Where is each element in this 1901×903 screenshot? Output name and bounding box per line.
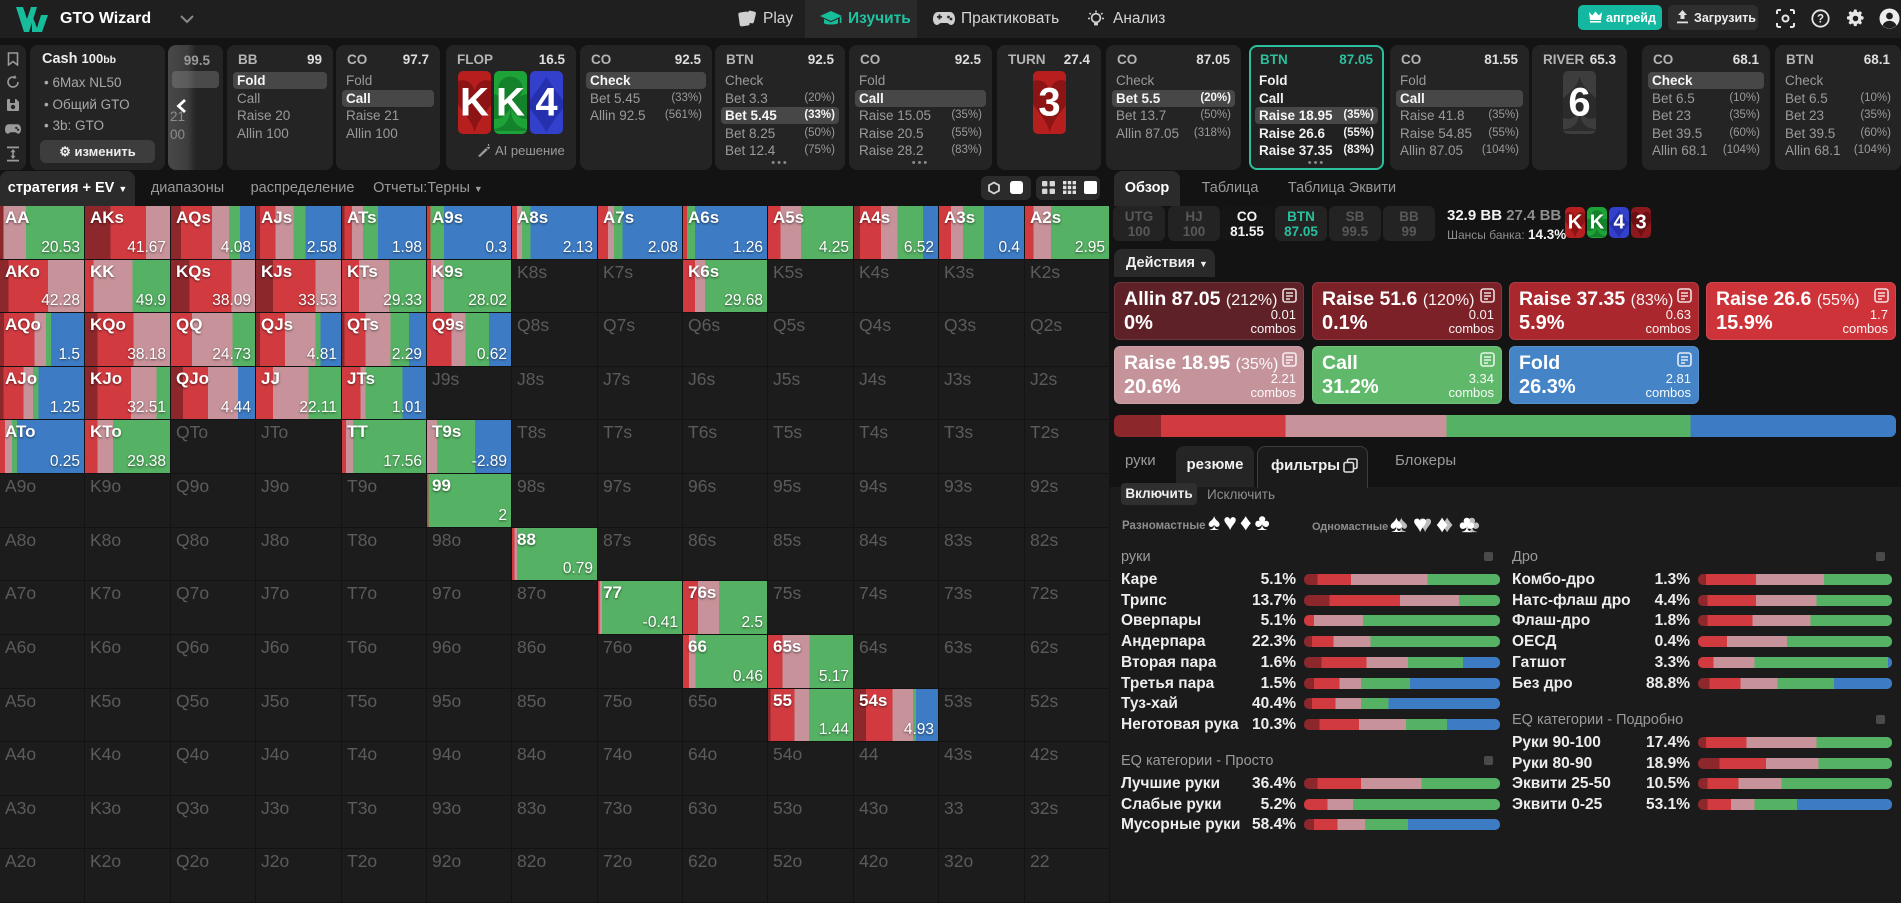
svg-text:?: ? <box>1817 14 1824 26</box>
